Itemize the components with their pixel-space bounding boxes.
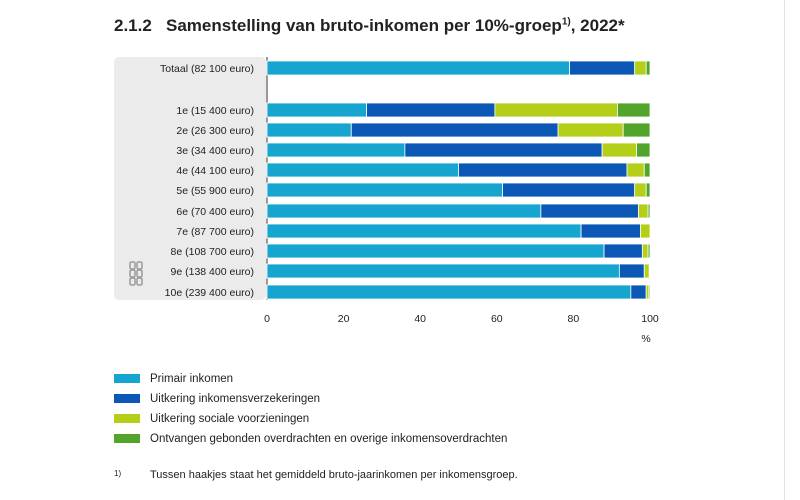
page-edge-line [784,0,785,500]
legend-swatch [114,414,140,423]
category-label: 9e (138 400 euro) [171,266,254,278]
bar-segment [640,223,651,239]
x-tick-label: 20 [338,313,350,325]
bar-segment [645,60,651,76]
legend-label: Primair inkomen [150,373,234,385]
x-tick-label: 60 [491,313,503,325]
legend-swatch [114,394,140,403]
x-tick-label: 80 [568,313,580,325]
category-label: 10e (239 400 euro) [165,287,254,299]
bar-segment [458,162,628,178]
cbs-logo-part [129,261,136,270]
bar-segment [618,263,645,279]
category-label: Totaal (82 100 euro) [160,63,254,75]
bar-segment [266,182,503,198]
bar-segment [569,60,636,76]
bar-segment [603,243,643,259]
x-tick-label: 100 [641,313,659,325]
category-label: 6e (70 400 euro) [176,206,254,218]
category-label: 4e (44 100 euro) [176,165,254,177]
category-label: 2e (26 300 euro) [176,125,254,137]
category-label: 3e (34 400 euro) [176,145,254,157]
bar-segment [266,284,632,300]
bar-segment [617,102,651,118]
bar-segment [648,284,651,300]
legend-label: Uitkering sociale voorzieningen [150,413,310,425]
cbs-logo-part [136,277,143,286]
bar-segment [601,142,637,158]
x-tick-label: 0 [264,313,270,325]
legend-label: Uitkering inkomensverzekeringen [150,393,321,405]
bar-segment [404,142,603,158]
bar-segment [643,263,650,279]
legend-label: Ontvangen gebonden overdrachten en overi… [150,433,508,445]
footnote: 1) Tussen haakjes staat het gemiddeld bru… [114,469,518,481]
bar-segment [266,142,406,158]
category-label: 8e (108 700 euro) [171,246,254,258]
bar-segment [266,203,542,219]
bar-segment [540,203,639,219]
cbs-logo-part [136,261,143,270]
bar-segment [630,284,647,300]
bar-segment [350,122,559,138]
bar-segment [643,162,651,178]
bar-segment [266,162,459,178]
category-label: 5e (55 900 euro) [176,185,254,197]
bar-segment [502,182,636,198]
bar-segment [647,203,651,219]
bar-segment [266,223,582,239]
bar-segment [266,122,352,138]
cbs-logo-part [129,277,136,286]
legend-swatch [114,374,140,383]
x-tick-label: 40 [414,313,426,325]
x-axis-label: % [641,333,650,345]
bar-segment [266,243,605,259]
chart-heading: 2.1.2 Samenstelling van bruto-inkomen per… [114,16,625,40]
bar-segment [634,182,647,198]
bar-segment [638,203,649,219]
bar-segment [645,284,650,300]
cbs-logo-part [129,269,136,278]
bar-segment [626,162,645,178]
legend-swatch [114,434,140,443]
footnote-mark: 1) [114,469,122,478]
bar-segment [366,102,496,118]
title-suffix: , 2022* [570,16,625,35]
bar-segment [557,122,624,138]
bar-segment [266,263,620,279]
bar-segment [494,102,618,118]
section-number: 2.1.2 [114,16,152,35]
bar-segment [636,142,651,158]
bar-segment [647,243,651,259]
bar-segment [641,243,649,259]
chart-title: Samenstelling van bruto-inkomen per 10%-… [166,16,562,35]
bar-segment [645,182,651,198]
title-footnote-ref: 1) [561,16,571,28]
bar-segment [634,60,647,76]
footnote-text: Tussen haakjes staat het gemiddeld bruto… [150,469,518,481]
bar-segment [622,122,651,138]
bar-segment [648,263,651,279]
category-label: 7e (87 700 euro) [176,226,254,238]
bar-segment [580,223,641,239]
bar-segment [266,60,570,76]
stacked-bar-chart: Totaal (82 100 euro) 1e (15 400 euro) 2e (… [114,57,659,345]
cbs-logo-part [136,269,143,278]
category-label: 1e (15 400 euro) [176,105,254,117]
category-panel [114,57,266,300]
bar-segment [266,102,367,118]
